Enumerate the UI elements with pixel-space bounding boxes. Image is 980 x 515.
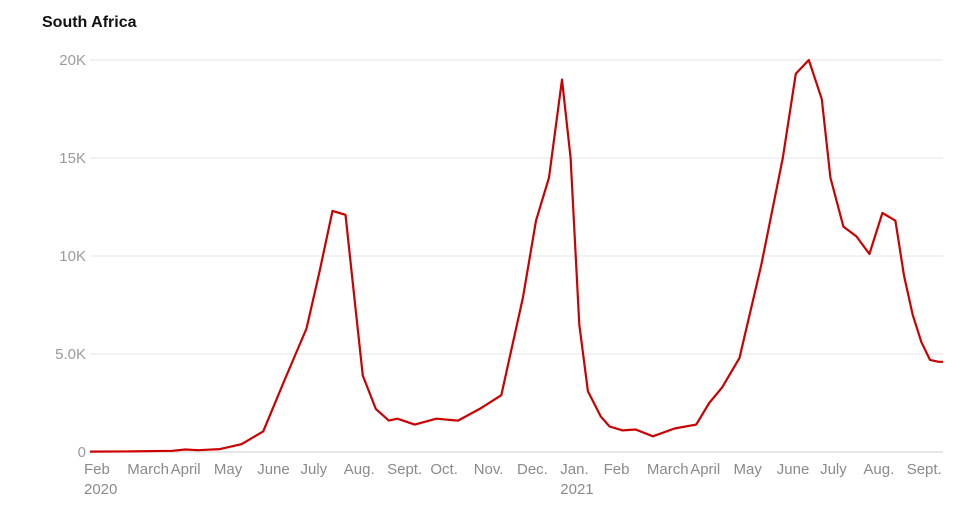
y-tick-label: 5.0K <box>55 346 86 363</box>
x-tick-label: Dec. <box>517 461 548 478</box>
x-tick-label: July <box>300 461 327 478</box>
x-tick-label: Sept. <box>387 461 422 478</box>
x-tick-label: June <box>257 461 290 478</box>
gridlines <box>90 59 943 453</box>
y-tick-label: 15K <box>59 150 86 167</box>
x-tick-label: July <box>820 461 847 478</box>
x-tick-label: Oct. <box>430 461 458 478</box>
x-tick-label: April <box>171 461 201 478</box>
x-tick-label: April <box>690 461 720 478</box>
x-year-label: 2021 <box>560 481 593 498</box>
x-tick-label: Feb <box>84 461 110 478</box>
x-tick-label: Nov. <box>474 461 504 478</box>
x-tick-label: June <box>777 461 810 478</box>
chart-subtitle: South Africa <box>42 14 137 31</box>
series-line <box>89 58 943 453</box>
y-tick-label: 0 <box>78 444 86 461</box>
x-tick-label: Jan. <box>560 461 588 478</box>
y-tick-label: 20K <box>59 52 86 69</box>
x-year-label: 2020 <box>84 481 117 498</box>
x-tick-label: March <box>647 461 689 478</box>
x-tick-label: Aug. <box>344 461 375 478</box>
x-tick-label: May <box>214 461 243 478</box>
y-tick-label: 10K <box>59 248 86 265</box>
x-tick-label: March <box>127 461 169 478</box>
x-tick-label: Aug. <box>863 461 894 478</box>
x-tick-label: Feb <box>604 461 630 478</box>
y-axis-ticks: 0 5.0K 10K 15K 20K <box>55 52 86 461</box>
x-tick-label: Sept. <box>907 461 942 478</box>
x-tick-label: May <box>733 461 762 478</box>
